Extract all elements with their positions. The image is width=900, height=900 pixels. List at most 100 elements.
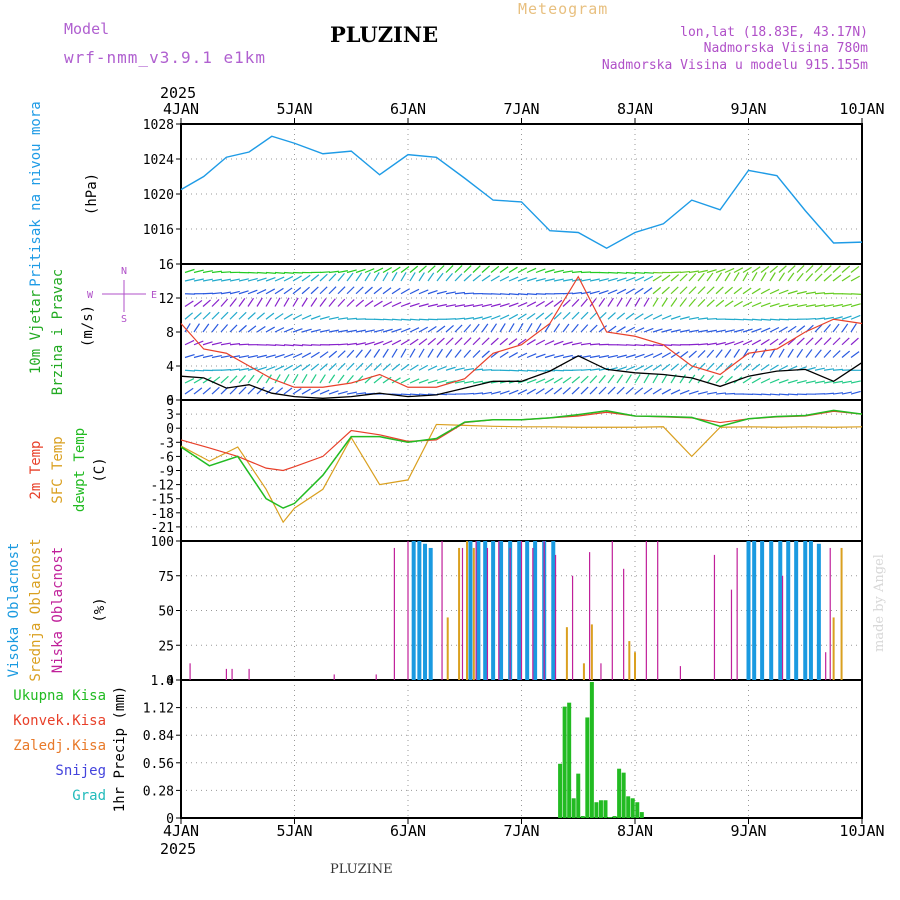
wind-arrow [733, 267, 744, 274]
wind-arrow [292, 271, 304, 274]
wind-arrow [553, 377, 563, 384]
wind-arrow [715, 375, 724, 384]
wind-arrow [499, 293, 511, 296]
wind-arrow [364, 329, 375, 333]
wind-arrow [274, 276, 285, 282]
wind-arrow [247, 354, 258, 359]
wind-arrow [391, 266, 401, 273]
wind-arrow [481, 315, 492, 320]
wind-arrow [490, 265, 500, 273]
wind-arrow [400, 348, 407, 358]
wind-arrow [589, 278, 600, 282]
precip-legend-item: Konvek.Kisa [13, 713, 106, 729]
wind-arrow [769, 378, 780, 384]
wind-arrow [202, 299, 211, 307]
wind-arrow [364, 341, 375, 346]
wind-arrow [850, 351, 860, 358]
wind-arrow [499, 275, 510, 282]
wind-arrow [661, 314, 672, 320]
wind-arrow [220, 342, 231, 346]
pressure-unit: (hPa) [84, 173, 100, 215]
wind-arrow [346, 299, 355, 307]
wind-arrow [787, 325, 797, 333]
wind-arrow [490, 323, 498, 333]
wind-arrow [256, 312, 266, 320]
wind-arrow [337, 272, 345, 282]
wind-arrow [382, 287, 392, 295]
wind-arrow [193, 269, 204, 274]
wind-arrow [562, 354, 573, 359]
wind-arrow [769, 338, 779, 346]
wind-arrow [418, 303, 429, 308]
wind-arrow [193, 387, 203, 395]
wind-arrow [805, 265, 814, 273]
wind-arrow [742, 328, 753, 333]
wind-arrow [400, 327, 411, 333]
wind-arrow [589, 324, 598, 333]
wind-arrow [643, 344, 655, 347]
wind-arrow [184, 312, 194, 320]
high-cloud-bar [423, 543, 428, 680]
wind-arrow [436, 379, 447, 384]
wind-arrow [445, 304, 456, 308]
wind-arrow [778, 318, 790, 321]
wind-arrow [211, 341, 222, 346]
high-cloud-bar [468, 541, 473, 680]
product-title: Meteogram [518, 0, 609, 18]
wind-arrow [256, 354, 267, 359]
wind-arrow [256, 288, 267, 295]
wind-arrow [445, 265, 454, 273]
wind-arrow [346, 374, 354, 384]
wind-arrow [544, 377, 555, 384]
y-tick-label: 25 [158, 639, 174, 654]
sfc-temp-line [180, 423, 863, 524]
wind-arrow [787, 365, 798, 371]
wind-arrow [490, 337, 499, 346]
wind-arrow [805, 273, 814, 282]
wind-arrow [319, 298, 327, 307]
wind-arrow [301, 274, 311, 282]
wind-arrow [625, 387, 634, 395]
wind-arrow [679, 350, 689, 358]
wind-arrow [589, 355, 600, 359]
wind-arrow [535, 353, 546, 359]
wind-arrow [211, 299, 220, 307]
wind-arrow [625, 344, 637, 347]
wind-arrow [328, 286, 337, 295]
precip-bar [617, 768, 622, 818]
wind-arrow [562, 386, 571, 395]
wind-arrow [742, 363, 752, 371]
low-cloud-bar [645, 541, 647, 680]
wind-arrow [409, 378, 420, 384]
wind-arrow [562, 278, 573, 282]
wind-arrow [832, 265, 841, 273]
wind-arrow [454, 349, 462, 358]
wind-arrow [391, 301, 402, 308]
wind-arrow [436, 325, 446, 333]
wind-arrow [706, 375, 715, 384]
wind-arrow [409, 327, 420, 333]
wind-arrow [310, 389, 321, 395]
wind-arrow [796, 265, 805, 273]
wind-arrow [517, 338, 527, 346]
wind-arrow [751, 272, 758, 282]
wind-arrow [787, 290, 798, 295]
wind-arrow [382, 318, 394, 321]
wind-arrow [382, 340, 393, 346]
wind-arrow [526, 277, 537, 282]
wind-arrow [274, 287, 284, 295]
y-tick-label: 1016 [143, 223, 174, 238]
y-tick-label: 1028 [143, 118, 174, 133]
wind-arrow [445, 337, 454, 346]
model-name: wrf-nmm_v3.9.1 e1km [64, 48, 267, 67]
wind-arrow [238, 290, 249, 295]
wind-arrow [814, 317, 825, 320]
wind-arrow [274, 313, 284, 320]
wind-arrow [661, 286, 670, 295]
wind-arrow [292, 364, 302, 371]
wind-arrow [643, 353, 654, 359]
wind-arrow [526, 312, 536, 320]
wind-arrow [841, 265, 851, 273]
wind-arrow [328, 270, 339, 274]
wind-arrow [256, 297, 263, 307]
